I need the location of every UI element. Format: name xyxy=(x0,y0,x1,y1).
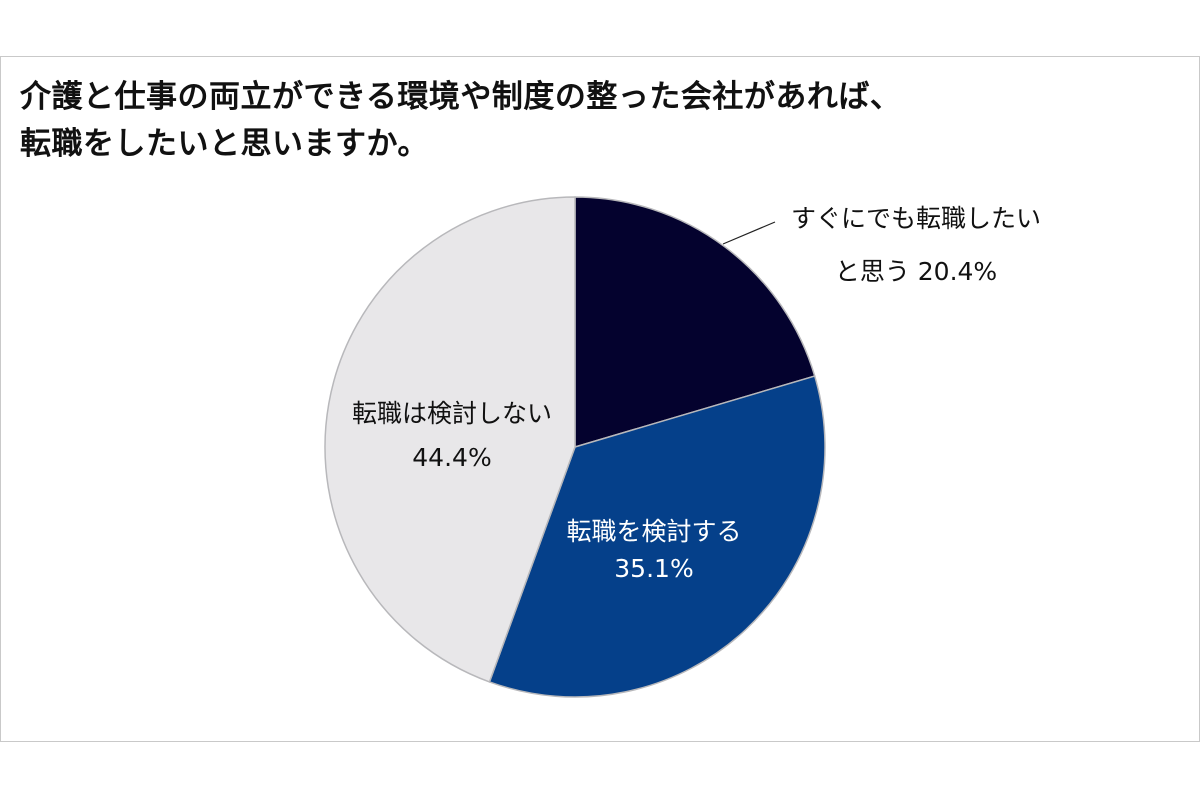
pie-slice-3 xyxy=(324,196,576,683)
pie-slice-1 xyxy=(574,196,816,449)
slice-2-label-line-2: 35.1% xyxy=(614,554,693,583)
pie-slice-2 xyxy=(488,375,826,698)
slice-3-label-line-1: 転職は検討しない xyxy=(352,399,552,428)
callout-line-1 xyxy=(722,221,776,245)
slice-1-label-line-1: すぐにでも転職したい xyxy=(791,204,1041,233)
slice-3-label-line-2: 44.4% xyxy=(412,443,491,472)
slice-2-label-line-1: 転職を検討する xyxy=(566,517,741,546)
title-line-1: 介護と仕事の両立ができる環境や制度の整った会社があれば、 xyxy=(20,79,902,115)
chart-title: 介護と仕事の両立ができる環境や制度の整った会社があれば、 転職をしたいと思います… xyxy=(20,74,901,167)
pie-slices xyxy=(324,196,826,698)
slice-1-label-line-2: と思う 20.4% xyxy=(835,257,997,286)
title-line-2: 転職をしたいと思いますか。 xyxy=(20,125,429,162)
